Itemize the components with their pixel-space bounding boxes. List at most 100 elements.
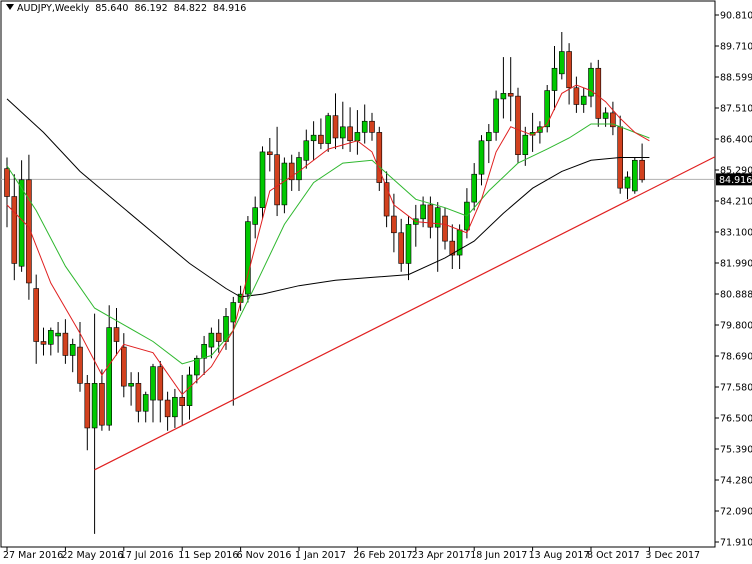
y-tick-label: 74.280 [720, 476, 752, 487]
candle [186, 366, 193, 420]
candle [84, 374, 91, 451]
x-tick-label: 22 May 2016 [61, 550, 123, 561]
candle-body [405, 224, 412, 264]
candle [361, 104, 368, 144]
ma-slow-line [6, 98, 650, 298]
candle-body [420, 204, 426, 220]
candle-body [376, 132, 383, 183]
candle [595, 59, 602, 127]
candle [179, 374, 185, 426]
candle-body [245, 221, 251, 295]
candle [47, 327, 54, 356]
x-tick-label: 8 Oct 2017 [587, 550, 640, 561]
candle [135, 372, 142, 423]
candle [245, 216, 251, 303]
candle-body [266, 151, 273, 155]
y-tick-label: 88.599 [720, 73, 752, 84]
candle [310, 121, 317, 161]
candle [573, 76, 580, 113]
candle-body [172, 396, 178, 418]
candle-body [33, 288, 40, 342]
candle [252, 196, 258, 239]
candle-body [4, 168, 10, 197]
candle-body [150, 366, 156, 401]
support-trendline[interactable] [94, 156, 716, 471]
x-tick-label: 17 Jul 2016 [120, 550, 174, 561]
y-tick-label: 86.400 [720, 135, 752, 146]
candle-body [157, 366, 164, 401]
candle-body [639, 159, 645, 181]
candle-body [398, 232, 405, 264]
candle-body [274, 154, 280, 206]
candle [434, 202, 441, 272]
candle [142, 391, 149, 423]
dropdown-triangle-icon[interactable] [6, 4, 14, 10]
candle-body [296, 157, 302, 181]
candle-body [26, 179, 32, 284]
candle [201, 335, 207, 375]
candle-body [303, 140, 310, 161]
candle [303, 129, 310, 169]
candle-body [602, 112, 609, 119]
candle [398, 218, 405, 272]
candle-body [361, 120, 368, 133]
y-tick-label: 80.888 [720, 290, 752, 301]
candle-body [281, 162, 288, 206]
y-tick-label: 83.100 [720, 228, 752, 239]
price-axis: 90.810 89.710 88.599 87.510 86.400 85.290 84.2… [715, 11, 752, 549]
candle [529, 112, 536, 152]
candle [383, 171, 390, 228]
candle-body [179, 396, 185, 406]
candle-body [624, 176, 631, 189]
candle-body [427, 204, 434, 228]
candle [610, 101, 616, 136]
candle-body [11, 196, 18, 264]
candle [500, 57, 507, 119]
candle [266, 137, 273, 172]
candle [354, 110, 361, 155]
candle-body [610, 112, 616, 128]
candle-body [515, 95, 521, 155]
candle-body [551, 67, 558, 91]
candle-body [332, 115, 339, 139]
candle-body [142, 394, 149, 412]
candle-body [164, 399, 171, 418]
x-tick-label: 26 Feb 2017 [353, 550, 412, 561]
candle [631, 157, 638, 194]
candle [164, 391, 171, 431]
candle [259, 146, 266, 219]
candle [33, 274, 40, 364]
candle [442, 207, 448, 250]
y-tick-label: 71.910 [720, 538, 752, 549]
candle-body [135, 383, 142, 412]
candle [391, 193, 397, 253]
candle-body [128, 383, 134, 387]
x-tick-label: 23 Apr 2017 [412, 550, 471, 561]
candle-body [566, 51, 572, 89]
candle-body [339, 126, 346, 139]
candle [69, 338, 76, 373]
candle-body [310, 134, 317, 142]
candle-body [558, 51, 565, 75]
candle-body [493, 98, 499, 133]
candle [588, 62, 594, 108]
candle-body [471, 173, 478, 203]
y-tick-label: 72.090 [720, 507, 752, 518]
candle [128, 372, 134, 406]
candle [485, 124, 492, 164]
candle [281, 157, 288, 214]
ma-mid-line [6, 123, 650, 365]
candle [18, 160, 25, 272]
candle [624, 171, 631, 200]
y-tick-label: 85.290 [720, 166, 752, 177]
candle-body [347, 126, 353, 142]
candle-body [507, 93, 514, 97]
candle [237, 285, 244, 311]
y-tick-label: 78.690 [720, 352, 752, 363]
candle [332, 93, 339, 150]
candle [274, 126, 280, 217]
price-tag-bg [716, 173, 752, 186]
candle [515, 87, 521, 164]
